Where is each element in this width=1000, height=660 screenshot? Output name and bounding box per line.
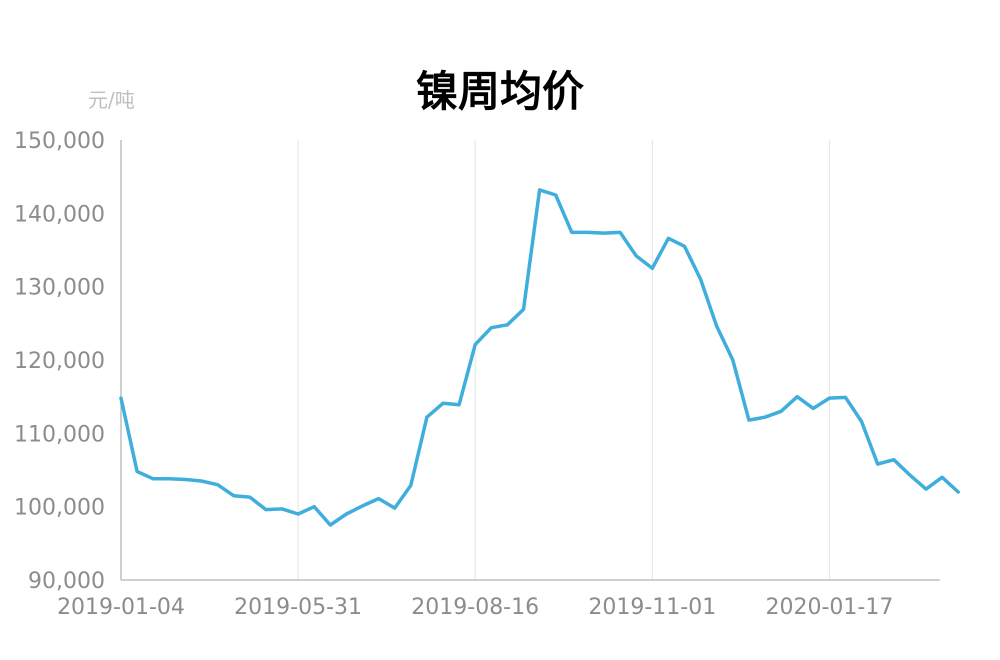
x-tick-label: 2019-08-16 — [411, 595, 539, 620]
data-point — [522, 307, 526, 311]
data-point — [731, 358, 735, 362]
data-point — [296, 512, 300, 516]
gridlines — [297, 140, 830, 580]
x-tick-labels: 2019-01-04 2019-05-31 2019-08-16 2019-11-01… — [57, 595, 893, 620]
data-point — [811, 406, 815, 410]
y-axis-unit-label: 元/吨 — [88, 88, 135, 112]
data-point — [312, 505, 316, 509]
data-point — [602, 231, 606, 235]
x-tick-label: 2020-01-17 — [765, 595, 893, 620]
data-point — [377, 497, 381, 501]
y-tick-label: 140,000 — [14, 202, 105, 227]
data-point — [344, 512, 348, 516]
data-point — [779, 409, 783, 413]
y-tick-label: 90,000 — [28, 569, 105, 594]
data-point — [393, 506, 397, 510]
x-tick-label: 2019-05-31 — [234, 595, 362, 620]
data-point — [795, 395, 799, 399]
data-point — [489, 326, 493, 330]
data-point — [956, 490, 960, 494]
data-point — [715, 324, 719, 328]
data-point — [940, 475, 944, 479]
data-point — [151, 477, 155, 481]
data-point — [505, 323, 509, 327]
data-point — [827, 396, 831, 400]
series-line-group — [119, 188, 960, 527]
data-point — [216, 483, 220, 487]
series-line — [119, 188, 960, 527]
y-tick-label: 110,000 — [14, 422, 105, 447]
data-point — [200, 479, 204, 483]
data-point — [538, 188, 542, 192]
data-point — [280, 507, 284, 511]
data-point — [409, 483, 413, 487]
data-point — [441, 401, 445, 405]
y-tick-label: 120,000 — [14, 349, 105, 374]
data-point — [763, 415, 767, 419]
data-point — [135, 469, 139, 473]
data-point — [183, 478, 187, 482]
data-point — [908, 473, 912, 477]
data-point — [666, 236, 670, 240]
x-tick-label: 2019-01-04 — [57, 595, 185, 620]
x-tick-label: 2019-11-01 — [588, 595, 716, 620]
data-point — [232, 494, 236, 498]
data-point — [634, 254, 638, 258]
y-tick-label: 150,000 — [14, 129, 105, 154]
data-point — [650, 266, 654, 270]
data-point — [892, 458, 896, 462]
data-point — [361, 504, 365, 508]
data-point — [425, 415, 429, 419]
data-point — [248, 495, 252, 499]
data-point — [683, 244, 687, 248]
data-point — [924, 487, 928, 491]
data-point — [457, 403, 461, 407]
data-point — [167, 477, 171, 481]
y-tick-label: 130,000 — [14, 276, 105, 301]
chart-title: 镍周均价 — [415, 67, 584, 116]
data-point — [119, 396, 123, 400]
data-point — [860, 420, 864, 424]
data-point — [876, 462, 880, 466]
data-point — [844, 395, 848, 399]
data-point — [264, 508, 268, 512]
data-point — [699, 277, 703, 281]
y-tick-labels: 90,000 100,000 110,000 120,000 130,000 140,00… — [14, 129, 105, 594]
data-point — [618, 230, 622, 234]
data-point — [747, 418, 751, 422]
data-point — [473, 343, 477, 347]
data-point — [570, 230, 574, 234]
axes — [120, 140, 940, 581]
y-tick-label: 100,000 — [14, 496, 105, 521]
data-point — [328, 523, 332, 527]
data-point — [554, 193, 558, 197]
data-point — [586, 230, 590, 234]
